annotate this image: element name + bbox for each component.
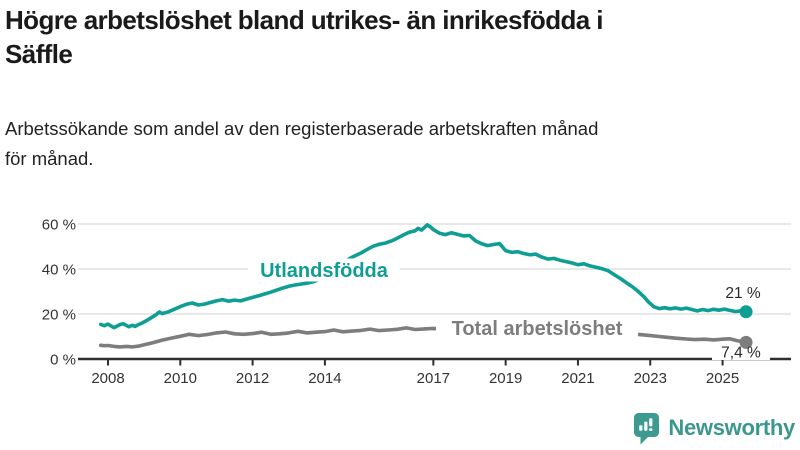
series-label-backdrop	[248, 258, 400, 282]
series-line	[99, 326, 748, 349]
x-axis-tick-label: 2008	[91, 370, 124, 387]
series-label-backdrop	[436, 317, 638, 339]
y-axis-tick-label: 20 %	[42, 307, 76, 324]
x-axis-tick-label: 2019	[489, 370, 522, 387]
y-axis-tick-label: 60 %	[42, 217, 76, 234]
x-axis-tick-label: 2021	[561, 370, 594, 387]
page-title: Högre arbetslöshet bland utrikes- än inr…	[5, 5, 603, 69]
newsworthy-logo-icon	[634, 412, 660, 444]
x-axis-tick-label: 2012	[236, 370, 269, 387]
unemployment-line-chart: 0 % 20 % 40 % 60 % 2008 2010 2012 2014 2017 2019 2…	[42, 217, 791, 387]
series-end-value-label: 7,4 %	[721, 345, 761, 362]
y-axis-tick-label: 0 %	[50, 352, 76, 369]
brand-footer: Newsworthy	[633, 410, 795, 446]
x-axis-tick-label: 2023	[634, 370, 667, 387]
series-inline-label: Total arbetslöshet	[452, 318, 623, 340]
series-inline-label: Utlandsfödda	[260, 260, 389, 282]
y-axis-tick-label: 40 %	[42, 262, 76, 279]
x-axis-tick-label: 2017	[417, 370, 450, 387]
x-axis-tick-label: 2010	[164, 370, 197, 387]
end-label-backdrop	[712, 344, 770, 360]
series-end-dot	[739, 335, 753, 349]
x-axis-tick-label: 2025	[706, 370, 739, 387]
brand-name: Newsworthy	[668, 415, 795, 440]
series-end-dot	[739, 305, 753, 319]
x-axis-tick-label: 2014	[308, 370, 341, 387]
series-line	[99, 223, 748, 330]
page-subtitle: Arbetssökande som andel av den registerb…	[5, 118, 599, 169]
series-end-value-label: 21 %	[725, 285, 761, 302]
